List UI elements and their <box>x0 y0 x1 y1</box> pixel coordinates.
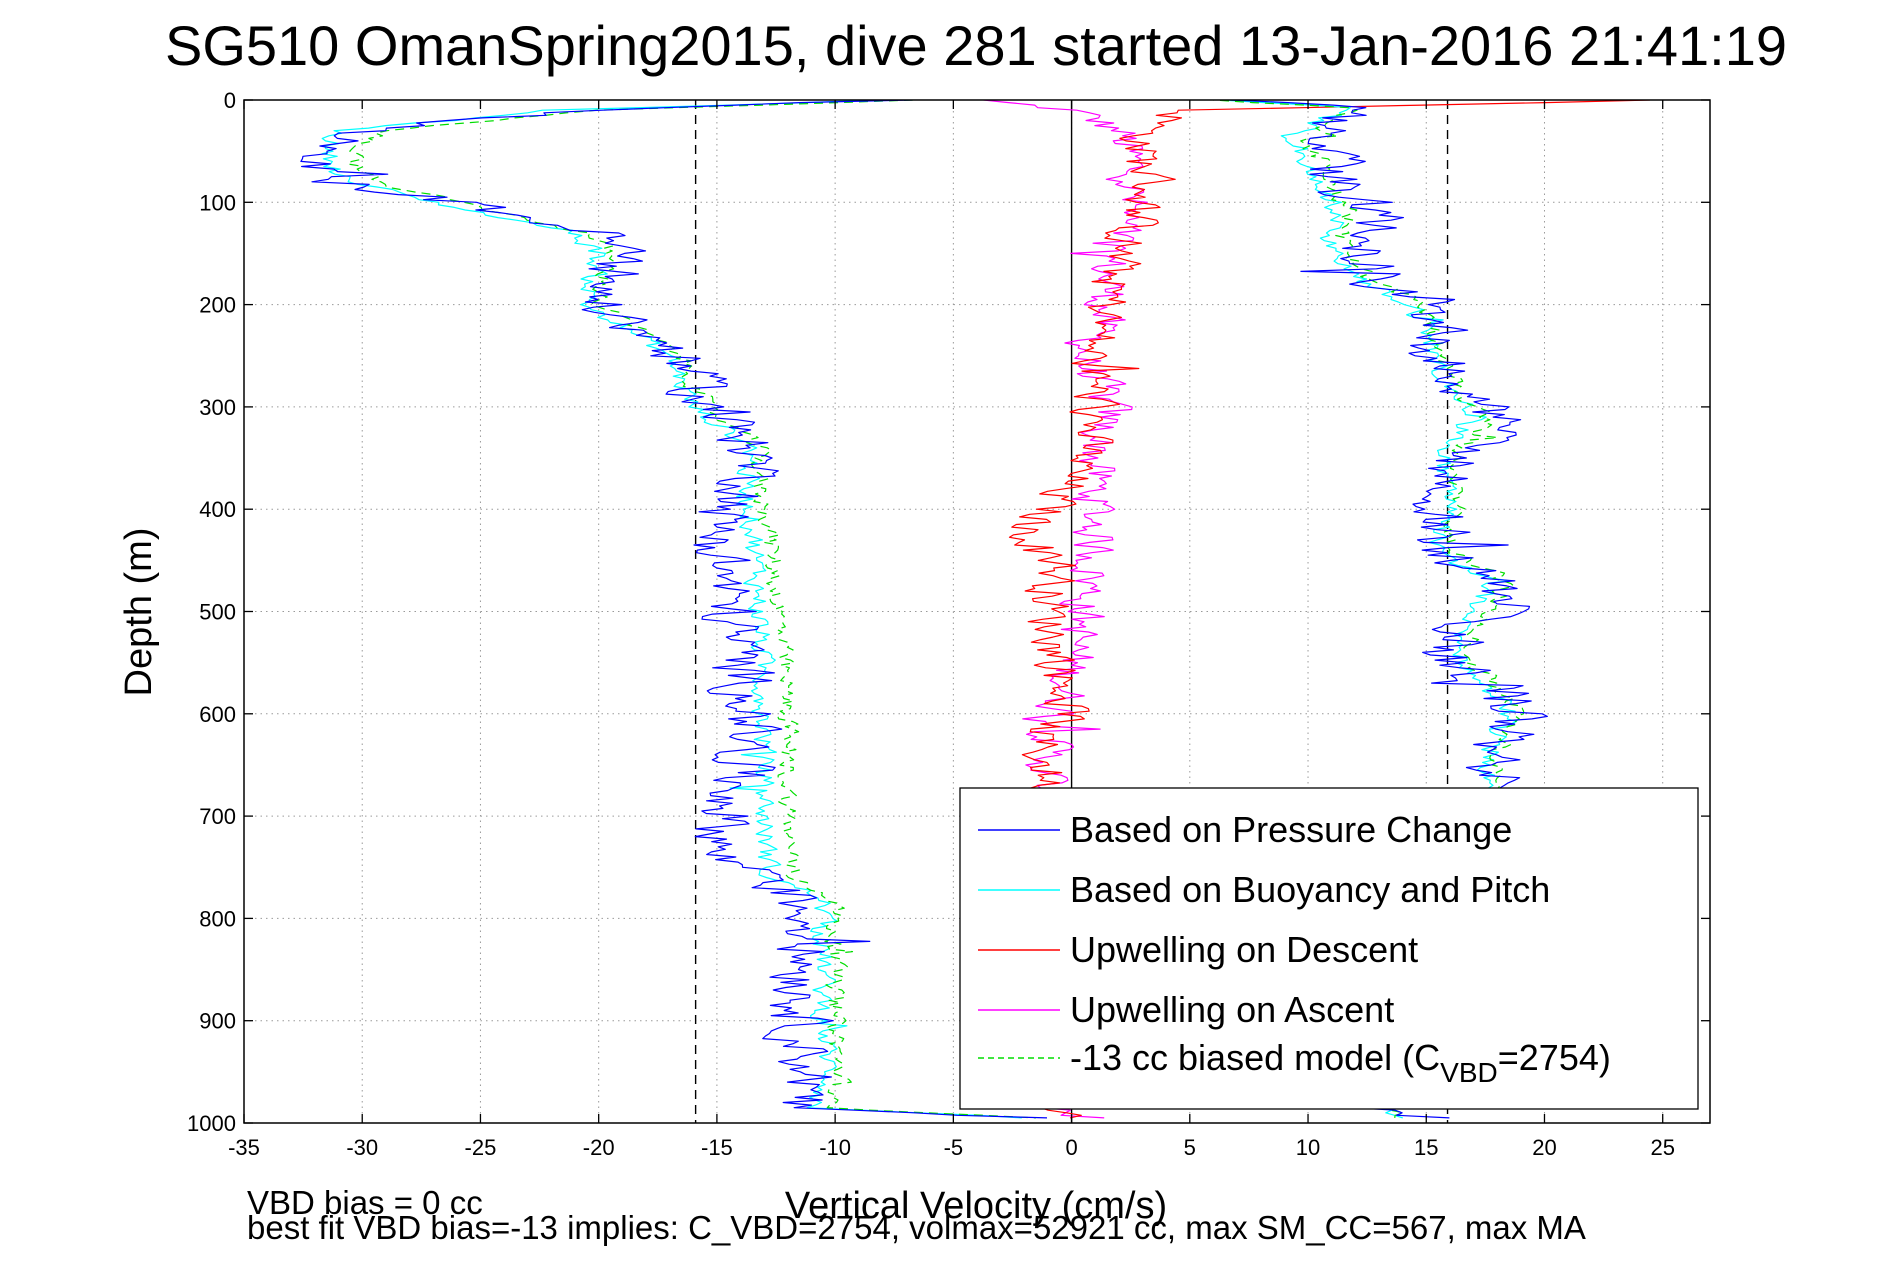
footer-line-1: VBD bias = 0 cc <box>247 1184 483 1221</box>
x-tick-label: 20 <box>1532 1135 1556 1160</box>
legend-label-subscript: VBD <box>1440 1057 1498 1088</box>
series-line-descent <box>321 100 1022 1119</box>
x-tick-label: -35 <box>228 1135 260 1160</box>
y-axis-label: Depth (m) <box>118 528 160 697</box>
x-tick-label: 5 <box>1184 1135 1196 1160</box>
x-tick-label: -25 <box>465 1135 497 1160</box>
legend: Based on Pressure Change Based on Buoyanc… <box>959 787 1699 1110</box>
y-tick-label: 600 <box>199 702 236 727</box>
x-tick-label: -5 <box>944 1135 964 1160</box>
series-group <box>300 100 1650 1119</box>
axis-ticks: -35 -30 -25 -20 -15 -10 -5 0 5 10 15 20 25 0 100 200 300… <box>187 88 1710 1160</box>
x-tick-label: 0 <box>1065 1135 1077 1160</box>
legend-label: Upwelling on Descent <box>1070 929 1418 970</box>
y-tick-label: 1000 <box>187 1111 236 1136</box>
series-line-descent <box>346 100 1036 1119</box>
y-tick-label: 900 <box>199 1009 236 1034</box>
series-line-descent <box>300 100 1048 1119</box>
y-tick-label: 200 <box>199 293 236 318</box>
legend-label-part: =2754) <box>1498 1037 1611 1078</box>
legend-label: Based on Buoyancy and Pitch <box>1070 869 1550 910</box>
legend-box <box>959 787 1699 1110</box>
x-tick-label: -20 <box>583 1135 615 1160</box>
y-tick-label: 500 <box>199 600 236 625</box>
x-tick-label: 15 <box>1414 1135 1438 1160</box>
x-tick-label: 10 <box>1296 1135 1320 1160</box>
legend-label: Upwelling on Ascent <box>1070 989 1394 1030</box>
legend-label: Based on Pressure Change <box>1070 809 1512 850</box>
x-tick-label: -10 <box>819 1135 851 1160</box>
y-tick-label: 700 <box>199 804 236 829</box>
y-tick-label: 400 <box>199 497 236 522</box>
legend-label: -13 cc biased model (CVBD=2754) <box>1070 1037 1611 1088</box>
chart-title: SG510 OmanSpring2015, dive 281 started 1… <box>165 14 1787 77</box>
y-tick-label: 300 <box>199 395 236 420</box>
y-tick-label: 100 <box>199 190 236 215</box>
x-axis-label: Vertical Velocity (cm/s) <box>785 1185 1167 1227</box>
legend-label-part: -13 cc biased model (C <box>1070 1037 1440 1078</box>
y-tick-label: 800 <box>199 906 236 931</box>
x-tick-label: -15 <box>701 1135 733 1160</box>
y-tick-label: 0 <box>224 88 236 113</box>
footer-line-2: best fit VBD bias=-13 implies: C_VBD=275… <box>247 1209 1586 1246</box>
x-tick-label: -30 <box>346 1135 378 1160</box>
x-tick-label: 25 <box>1650 1135 1674 1160</box>
